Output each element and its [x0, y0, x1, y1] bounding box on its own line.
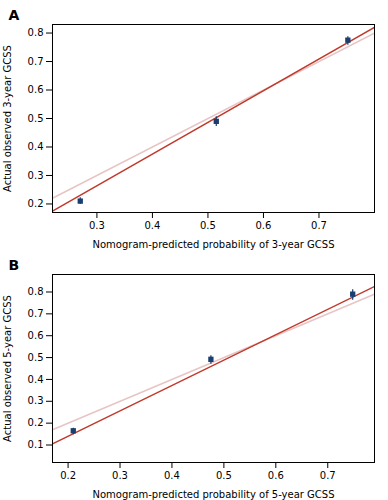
svg-text:0.8: 0.8	[28, 286, 44, 297]
svg-text:0.7: 0.7	[28, 308, 44, 319]
svg-text:0.4: 0.4	[164, 470, 180, 481]
svg-text:0.4: 0.4	[28, 141, 44, 152]
svg-text:0.7: 0.7	[320, 470, 336, 481]
svg-text:0.3: 0.3	[28, 395, 44, 406]
svg-text:0.5: 0.5	[28, 113, 44, 124]
svg-text:A: A	[9, 7, 20, 23]
svg-text:0.6: 0.6	[256, 220, 272, 231]
svg-text:Nomogram-predicted probability: Nomogram-predicted probability of 5-year…	[92, 489, 334, 500]
svg-text:0.4: 0.4	[28, 374, 44, 385]
svg-text:0.3: 0.3	[89, 220, 105, 231]
svg-text:0.4: 0.4	[144, 220, 160, 231]
svg-text:Actual observed 3-year GCSS: Actual observed 3-year GCSS	[2, 45, 13, 192]
svg-text:0.2: 0.2	[28, 198, 44, 209]
svg-text:0.2: 0.2	[60, 470, 76, 481]
svg-text:0.5: 0.5	[28, 352, 44, 363]
svg-text:0.5: 0.5	[200, 220, 216, 231]
svg-text:0.8: 0.8	[28, 27, 44, 38]
svg-text:0.7: 0.7	[311, 220, 327, 231]
svg-text:B: B	[9, 257, 20, 273]
svg-text:0.3: 0.3	[28, 170, 44, 181]
svg-text:0.7: 0.7	[28, 56, 44, 67]
svg-text:0.6: 0.6	[268, 470, 284, 481]
svg-text:0.3: 0.3	[112, 470, 128, 481]
svg-text:0.2: 0.2	[28, 417, 44, 428]
svg-text:0.5: 0.5	[216, 470, 232, 481]
svg-text:0.6: 0.6	[28, 84, 44, 95]
svg-text:Actual observed 5-year GCSS: Actual observed 5-year GCSS	[2, 295, 13, 442]
svg-text:0.1: 0.1	[28, 439, 44, 450]
svg-text:0.6: 0.6	[28, 330, 44, 341]
svg-text:Nomogram-predicted probability: Nomogram-predicted probability of 3-year…	[92, 239, 334, 250]
